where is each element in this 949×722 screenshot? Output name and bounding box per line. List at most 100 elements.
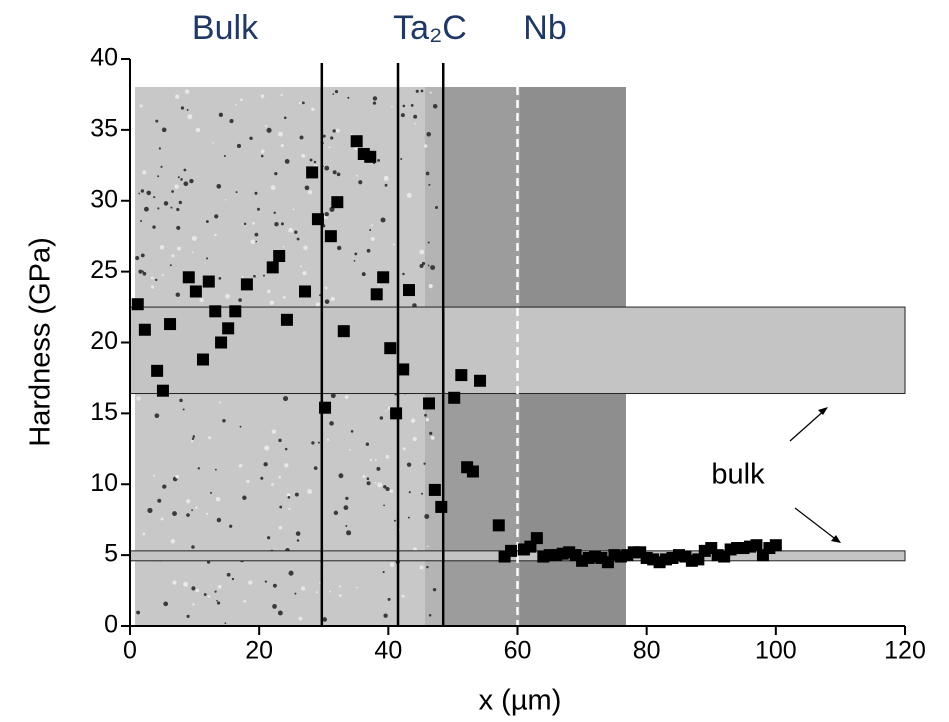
y-tick-label: 5 [104,540,118,568]
data-point [151,364,164,377]
speckle [286,493,291,497]
speckle [270,185,276,190]
speckle [214,214,219,219]
speckle [372,96,378,101]
speckle [309,158,313,162]
speckle [254,191,258,195]
speckle [313,466,318,470]
speckle [150,276,154,280]
data-point [428,483,441,496]
speckle [344,395,349,400]
speckle [269,300,275,306]
y-tick-label: 20 [90,327,118,355]
data-point [769,539,782,552]
data-point [202,275,215,288]
data-point [364,150,377,163]
speckle [420,89,424,93]
speckle [142,271,147,276]
arrow-head [818,407,828,415]
speckle [161,273,164,276]
speckle [415,89,419,93]
speckle [329,421,334,426]
speckle [239,425,242,428]
speckle [203,593,207,596]
speckle [183,581,189,587]
speckle [272,583,277,588]
speckle [382,571,385,574]
speckle [262,274,265,277]
speckle [428,183,431,186]
speckle [273,211,276,215]
speckle [141,270,144,273]
data-point [390,407,403,420]
data-point [331,196,344,209]
speckle [284,463,289,468]
speckle [432,104,438,109]
speckle [226,572,231,577]
speckle [430,435,435,440]
speckle [171,190,174,193]
arrow-head [831,535,841,543]
speckle [408,491,411,494]
data-point [466,465,479,478]
speckle [170,539,176,544]
speckle [169,264,172,267]
speckle [278,438,282,443]
speckle [307,190,313,195]
speckle [301,101,305,105]
x-tick-label: 0 [123,637,137,665]
speckle [391,105,393,108]
data-point [370,288,383,301]
speckle [174,94,180,99]
speckle [429,91,432,94]
speckle [428,613,432,617]
speckle [332,129,336,133]
speckle [229,524,233,528]
speckle [372,101,377,105]
speckle [330,136,334,140]
speckle [383,485,387,489]
speckle [176,225,181,230]
speckle [425,171,430,176]
speckle [174,184,179,189]
speckle [191,586,196,591]
speckle [345,525,348,528]
speckle [260,476,264,480]
speckle [379,416,384,420]
y-tick-label: 25 [90,256,118,284]
speckle [294,492,299,497]
speckle [427,264,430,267]
data-point [384,342,397,355]
speckle [271,429,277,434]
speckle [175,474,180,479]
speckle [311,441,315,445]
speckle [426,132,432,137]
speckle [413,114,418,119]
speckle [374,481,377,484]
speckle [155,278,158,282]
speckle [288,227,294,233]
data-point [530,532,543,545]
speckle [157,498,162,503]
speckle [142,170,147,175]
y-tick-label: 30 [90,185,118,213]
speckle [322,617,328,622]
speckle [179,398,183,403]
data-point [324,230,337,243]
data-point [240,278,253,291]
speckle [160,165,163,168]
speckle [324,212,329,217]
speckle [136,610,141,615]
speckle [172,511,177,516]
speckle [161,127,167,133]
speckle [256,207,260,211]
y-tick-label: 10 [90,469,118,497]
speckle [158,147,161,150]
speckle [358,180,363,185]
speckle [136,396,141,401]
speckle [238,463,243,468]
speckle [272,604,277,609]
speckle [210,491,213,494]
speckle [383,613,388,618]
